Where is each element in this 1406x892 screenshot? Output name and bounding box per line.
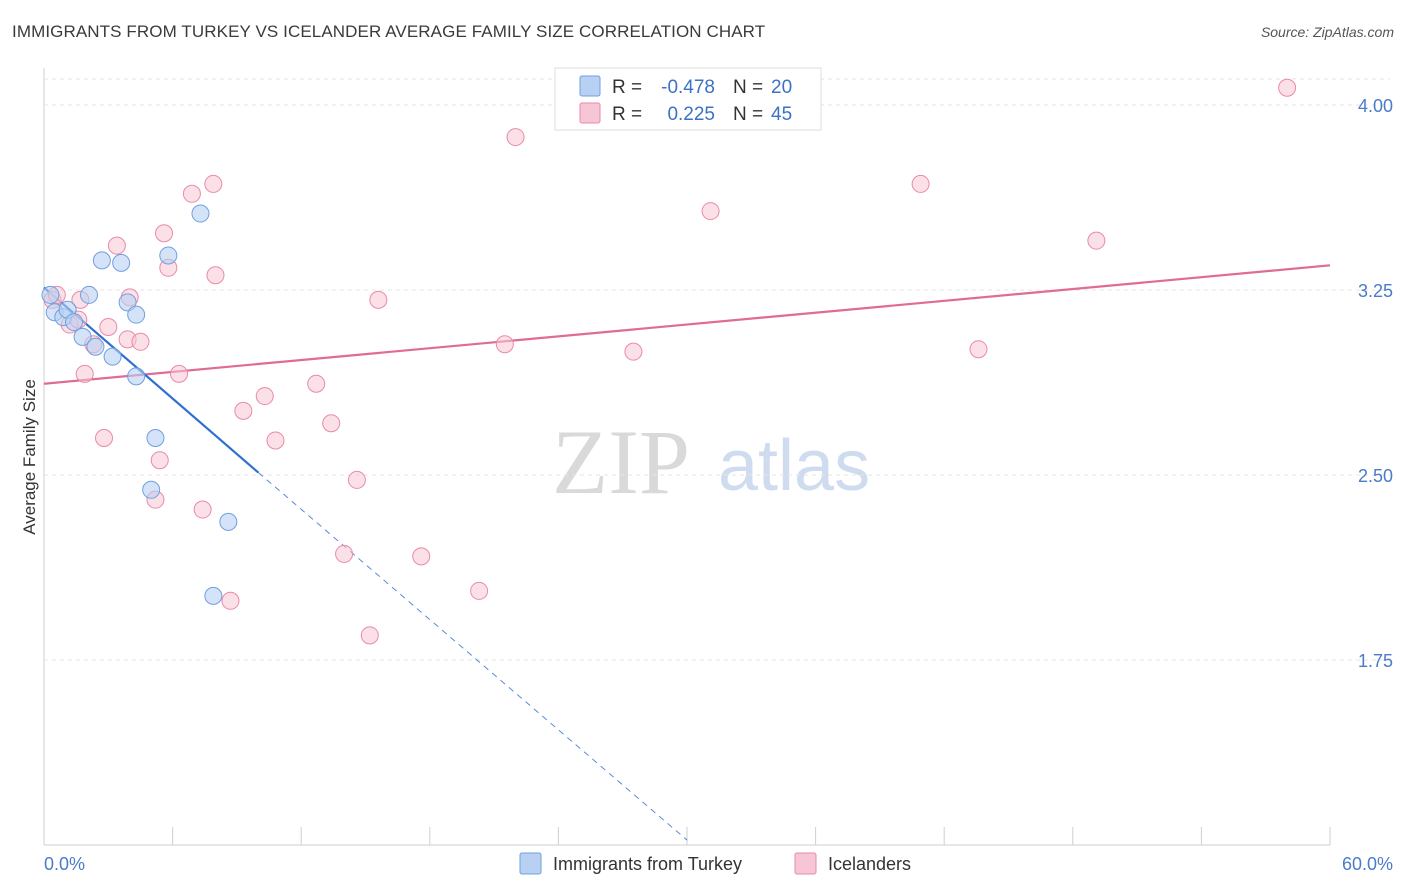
x-tick-label-min: 0.0% — [44, 854, 85, 874]
point-turkey — [92, 251, 111, 270]
y-tick-label: 3.25 — [1358, 281, 1393, 301]
point-iceland — [335, 544, 354, 563]
gridlines — [44, 78, 1390, 661]
y-tick-label: 2.50 — [1358, 466, 1393, 486]
point-turkey — [112, 253, 131, 272]
x-tick-label-max: 60.0% — [1342, 854, 1393, 874]
axes: 1.75 2.50 3.25 4.00 — [43, 68, 1393, 846]
point-turkey — [65, 313, 84, 332]
point-iceland — [150, 451, 169, 470]
point-iceland — [255, 387, 274, 406]
point-iceland — [470, 581, 489, 600]
point-turkey — [86, 337, 105, 356]
point-iceland — [266, 431, 285, 450]
point-turkey — [191, 204, 210, 223]
point-turkey — [80, 285, 99, 304]
trend-line-iceland — [43, 264, 1331, 385]
y-axis-label: Average Family Size — [20, 379, 39, 535]
point-iceland — [204, 174, 223, 193]
point-iceland — [624, 342, 643, 361]
point-iceland — [131, 332, 150, 351]
legend-r-label-iceland: R = — [612, 104, 642, 125]
point-iceland — [155, 224, 174, 243]
point-turkey — [142, 480, 161, 499]
point-iceland — [495, 335, 514, 354]
point-iceland — [95, 429, 114, 447]
point-iceland — [206, 266, 225, 285]
point-turkey — [127, 367, 146, 386]
point-iceland — [99, 318, 118, 336]
point-iceland — [360, 626, 379, 645]
trend-line-turkey-extension — [258, 472, 688, 841]
point-turkey — [41, 285, 60, 304]
bottom-legend-label-turkey: Immigrants from Turkey — [553, 854, 742, 874]
bottom-legend: Immigrants from Turkey Icelanders — [519, 852, 911, 875]
legend-swatch-turkey — [579, 75, 601, 97]
legend-swatch-iceland — [579, 102, 601, 124]
point-iceland — [347, 470, 366, 489]
point-turkey — [103, 347, 122, 366]
point-iceland — [701, 202, 720, 221]
point-turkey — [118, 293, 137, 312]
point-iceland — [506, 128, 525, 147]
watermark-atlas: atlas — [718, 426, 870, 506]
y-tick-label: 4.00 — [1358, 96, 1393, 116]
legend-n-value-iceland: 45 — [771, 104, 792, 125]
trend-lines — [43, 264, 1331, 841]
source-label: Source: ZipAtlas.com — [1260, 24, 1394, 40]
legend-n-label-turkey: N = — [733, 77, 763, 98]
point-iceland — [322, 414, 341, 433]
point-turkey — [204, 586, 223, 605]
point-turkey — [73, 327, 92, 346]
point-turkey — [219, 512, 238, 531]
y-tick-label: 1.75 — [1358, 651, 1393, 671]
point-iceland — [911, 174, 930, 193]
point-iceland — [969, 340, 988, 359]
legend: R = -0.478 N = 20 R = 0.225 N = 45 — [554, 67, 822, 131]
point-turkey — [127, 305, 146, 324]
point-iceland — [234, 401, 253, 420]
watermark-zip: ZIP — [552, 411, 690, 513]
point-iceland — [1278, 78, 1297, 97]
legend-r-label-turkey: R = — [612, 77, 642, 98]
legend-n-label-iceland: N = — [733, 104, 763, 125]
point-iceland — [193, 500, 212, 519]
point-iceland — [369, 290, 388, 309]
point-iceland — [221, 591, 240, 610]
chart-title: IMMIGRANTS FROM TURKEY VS ICELANDER AVER… — [12, 22, 766, 41]
point-iceland — [182, 184, 201, 203]
bottom-legend-label-iceland: Icelanders — [828, 854, 911, 874]
point-turkey — [159, 246, 178, 265]
legend-r-value-iceland: 0.225 — [667, 104, 715, 125]
legend-r-value-turkey: -0.478 — [661, 77, 715, 98]
point-iceland — [412, 547, 431, 566]
bottom-legend-swatch-iceland — [794, 852, 817, 875]
bottom-legend-swatch-turkey — [519, 852, 542, 875]
point-iceland — [107, 236, 126, 255]
point-iceland — [170, 364, 189, 383]
legend-n-value-turkey: 20 — [771, 77, 792, 98]
point-iceland — [75, 364, 94, 383]
point-iceland — [1087, 231, 1106, 250]
data-points — [41, 78, 1297, 645]
point-turkey — [146, 429, 165, 447]
point-iceland — [307, 374, 326, 393]
